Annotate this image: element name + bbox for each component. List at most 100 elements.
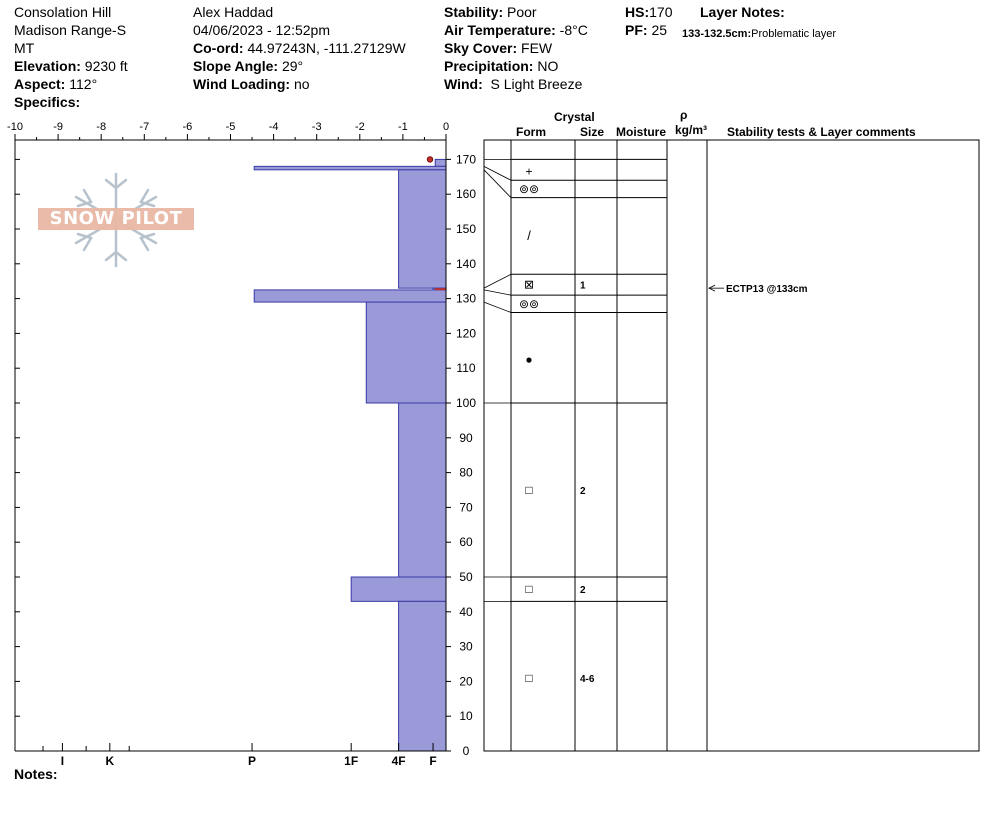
notes-label: Notes: <box>14 766 58 782</box>
coordinates: Co-ord: 44.97243N, -111.27129W <box>193 40 406 56</box>
problem-layer-marker <box>435 288 446 291</box>
comments-header: Stability tests & Layer comments <box>727 125 916 139</box>
wind-loading-value: no <box>293 76 310 92</box>
y-tick-label: 120 <box>456 326 476 340</box>
hardness-label: P <box>248 754 256 768</box>
hardness-layer-bar <box>253 165 447 171</box>
hardness-label: F <box>429 754 436 768</box>
hardness-label: I <box>61 754 64 768</box>
snowpilot-logo: SNOW PILOT <box>36 170 196 270</box>
crystal-form-symbol: ⊚⊚ <box>519 297 539 311</box>
crystal-form-symbol: □ <box>525 483 532 497</box>
y-tick-label: 0 <box>463 744 470 758</box>
elevation: Elevation: 9230 ft <box>14 58 128 74</box>
y-tick-label: 50 <box>459 570 473 584</box>
crystal-form-symbol: ● <box>525 353 532 367</box>
y-tick-label: 60 <box>459 535 473 549</box>
coord-label: Co-ord: <box>193 40 244 56</box>
y-tick-label: 30 <box>459 640 473 654</box>
y-tick-label: 160 <box>456 187 476 201</box>
hardness-label: K <box>105 754 114 768</box>
air-temperature: Air Temperature: -8°C <box>444 22 588 38</box>
hardness-layer-bar <box>434 158 447 167</box>
hardness-label: 4F <box>392 754 406 768</box>
logo-text: SNOW PILOT <box>38 208 194 230</box>
y-tick-label: 100 <box>456 396 476 410</box>
crystal-form-symbol: □ <box>525 582 532 596</box>
aspect-value: 112° <box>69 76 98 92</box>
layer-table-frame <box>483 139 980 752</box>
hardness-label: 1F <box>344 754 358 768</box>
boundary-connector <box>483 289 512 296</box>
sky-label: Sky Cover: <box>444 40 518 56</box>
y-tick-label: 40 <box>459 605 473 619</box>
observer-name: Alex Haddad <box>193 4 274 20</box>
moisture-header: Moisture <box>616 125 667 139</box>
stability-value: Poor <box>507 4 537 20</box>
wind-value: S Light Breeze <box>490 76 583 92</box>
crystal-form-symbol: / <box>527 228 531 243</box>
x-tick-label: -7 <box>139 121 149 133</box>
crystal-form-symbol: ⊠ <box>524 278 534 292</box>
crystal-size-value: 2 <box>580 585 586 596</box>
precipitation: Precipitation: NO <box>444 58 558 74</box>
wind-label: Wind: <box>444 76 483 92</box>
stability-test-arrowhead <box>708 284 716 292</box>
crystal-header: Crystal <box>554 110 595 124</box>
slope-angle: Slope Angle: 29° <box>193 58 303 74</box>
air-temp-value: -8°C <box>559 22 588 38</box>
boundary-connector <box>483 301 512 313</box>
boundary-connector <box>483 273 512 289</box>
form-header: Form <box>516 125 546 139</box>
x-tick-label: 0 <box>443 121 449 133</box>
rho-header: ρ <box>680 108 688 122</box>
y-tick-label: 130 <box>456 292 476 306</box>
size-header: Size <box>580 125 605 139</box>
hardness-layer-bar <box>398 169 447 289</box>
hardness-layer-bar <box>398 402 447 578</box>
stability-label: Stability: <box>444 4 504 20</box>
elevation-value: 9230 ft <box>84 58 128 74</box>
stability: Stability: Poor <box>444 4 537 20</box>
y-tick-label: 90 <box>459 431 473 445</box>
crystal-size-value: 4-6 <box>580 674 595 685</box>
aspect-label: Aspect: <box>14 76 66 92</box>
pf-value: 25 <box>651 22 668 38</box>
location-name: Consolation Hill <box>14 4 112 20</box>
hardness-layer-bar <box>365 301 447 404</box>
specifics-label: Specifics: <box>14 94 81 110</box>
density-unit-header: kg/m³ <box>675 123 708 137</box>
y-tick-label: 140 <box>456 257 476 271</box>
sky-value: FEW <box>521 40 553 56</box>
crystal-form-symbol: □ <box>525 671 532 685</box>
x-tick-label: -3 <box>312 121 322 133</box>
layer-note: 133-132.5cm:Problematic layer <box>682 24 836 40</box>
hs-value: 170 <box>649 4 673 20</box>
y-tick-label: 170 <box>456 152 476 166</box>
slope-label: Slope Angle: <box>193 58 279 74</box>
x-tick-label: -1 <box>398 121 408 133</box>
observation-datetime: 04/06/2023 - 12:52pm <box>193 22 330 38</box>
air-temp-label: Air Temperature: <box>444 22 556 38</box>
boundary-connector <box>483 166 512 181</box>
y-tick-label: 80 <box>459 466 473 480</box>
crystal-form-symbol: + <box>525 165 532 179</box>
penetration-foot: PF: 25 <box>625 22 667 38</box>
x-tick-label: -8 <box>96 121 106 133</box>
aspect: Aspect: 112° <box>14 76 97 92</box>
slope-value: 29° <box>281 58 304 74</box>
crystal-size-value: 2 <box>580 486 586 497</box>
snow-height: HS:170 <box>625 4 672 20</box>
layer-notes-label: Layer Notes: <box>700 4 785 20</box>
stability-test-label: ECTP13 @133cm <box>726 284 808 295</box>
sky-cover: Sky Cover: FEW <box>444 40 552 56</box>
boundary-connector <box>483 169 512 198</box>
x-tick-label: -6 <box>183 121 193 133</box>
wind-loading: Wind Loading: no <box>193 76 310 92</box>
elevation-label: Elevation: <box>14 58 81 74</box>
x-tick-label: -9 <box>53 121 63 133</box>
surface-marker-dot <box>426 156 434 163</box>
state-name: MT <box>14 40 35 56</box>
hardness-layer-bar <box>350 576 447 602</box>
